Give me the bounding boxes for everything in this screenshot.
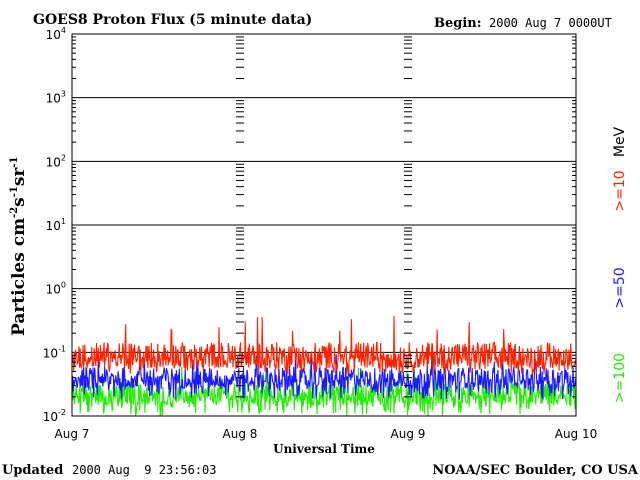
x-tick-label: Aug 7 — [55, 427, 90, 441]
chart-title: GOES8 Proton Flux (5 minute data) — [33, 12, 312, 28]
legend-unit: MeV — [612, 126, 628, 157]
data-series — [71, 315, 577, 416]
x-axis-label: Universal Time — [273, 442, 375, 456]
source-credit: NOAA/SEC Boulder, CO USA — [432, 463, 639, 478]
legend-ge10: >=10 — [612, 170, 628, 211]
series-line-10 — [71, 315, 577, 375]
begin-label: Begin: — [434, 16, 482, 31]
y-axis-label-s: s — [9, 197, 29, 207]
x-tick-labels: Aug 7 Aug 8 Aug 9 Aug 10 — [55, 427, 598, 441]
y-tick-label: 103 — [46, 90, 66, 106]
y-tick-label: 102 — [46, 153, 66, 169]
legend-ge100: >=100 — [612, 353, 628, 403]
minor-ticks — [72, 36, 576, 398]
y-tick-label: 101 — [46, 217, 66, 233]
y-axis-label: Particles cm-2s-1sr-1 — [9, 157, 29, 337]
x-tick-label: Aug 10 — [555, 427, 598, 441]
x-tick-label: Aug 9 — [391, 427, 426, 441]
y-axis-label-base: Particles cm — [9, 218, 29, 336]
series-line-50 — [71, 353, 577, 400]
plot-frame — [71, 33, 577, 417]
grid-lines — [72, 97, 576, 353]
begin-value: 2000 Aug 7 0000UT — [489, 16, 612, 30]
updated-value: 2000 Aug 9 23:56:03 — [72, 463, 217, 477]
y-axis-label-sr: sr — [9, 167, 29, 187]
y-axis-label-exp2: -1 — [9, 186, 20, 197]
y-tick-label: 10-2 — [43, 408, 66, 424]
y-tick-label: 104 — [46, 26, 66, 42]
y-tick-label: 100 — [46, 281, 66, 297]
updated-label: Updated — [2, 463, 63, 478]
legend-ge50: >=50 — [612, 267, 628, 308]
y-tick-labels: 10-2 10-1 100 101 102 103 104 — [43, 26, 66, 424]
y-tick-label: 10-1 — [43, 344, 66, 360]
y-axis-label-exp3: -1 — [9, 157, 20, 168]
x-tick-label: Aug 8 — [223, 427, 258, 441]
y-axis-label-exp1: -2 — [9, 207, 20, 218]
